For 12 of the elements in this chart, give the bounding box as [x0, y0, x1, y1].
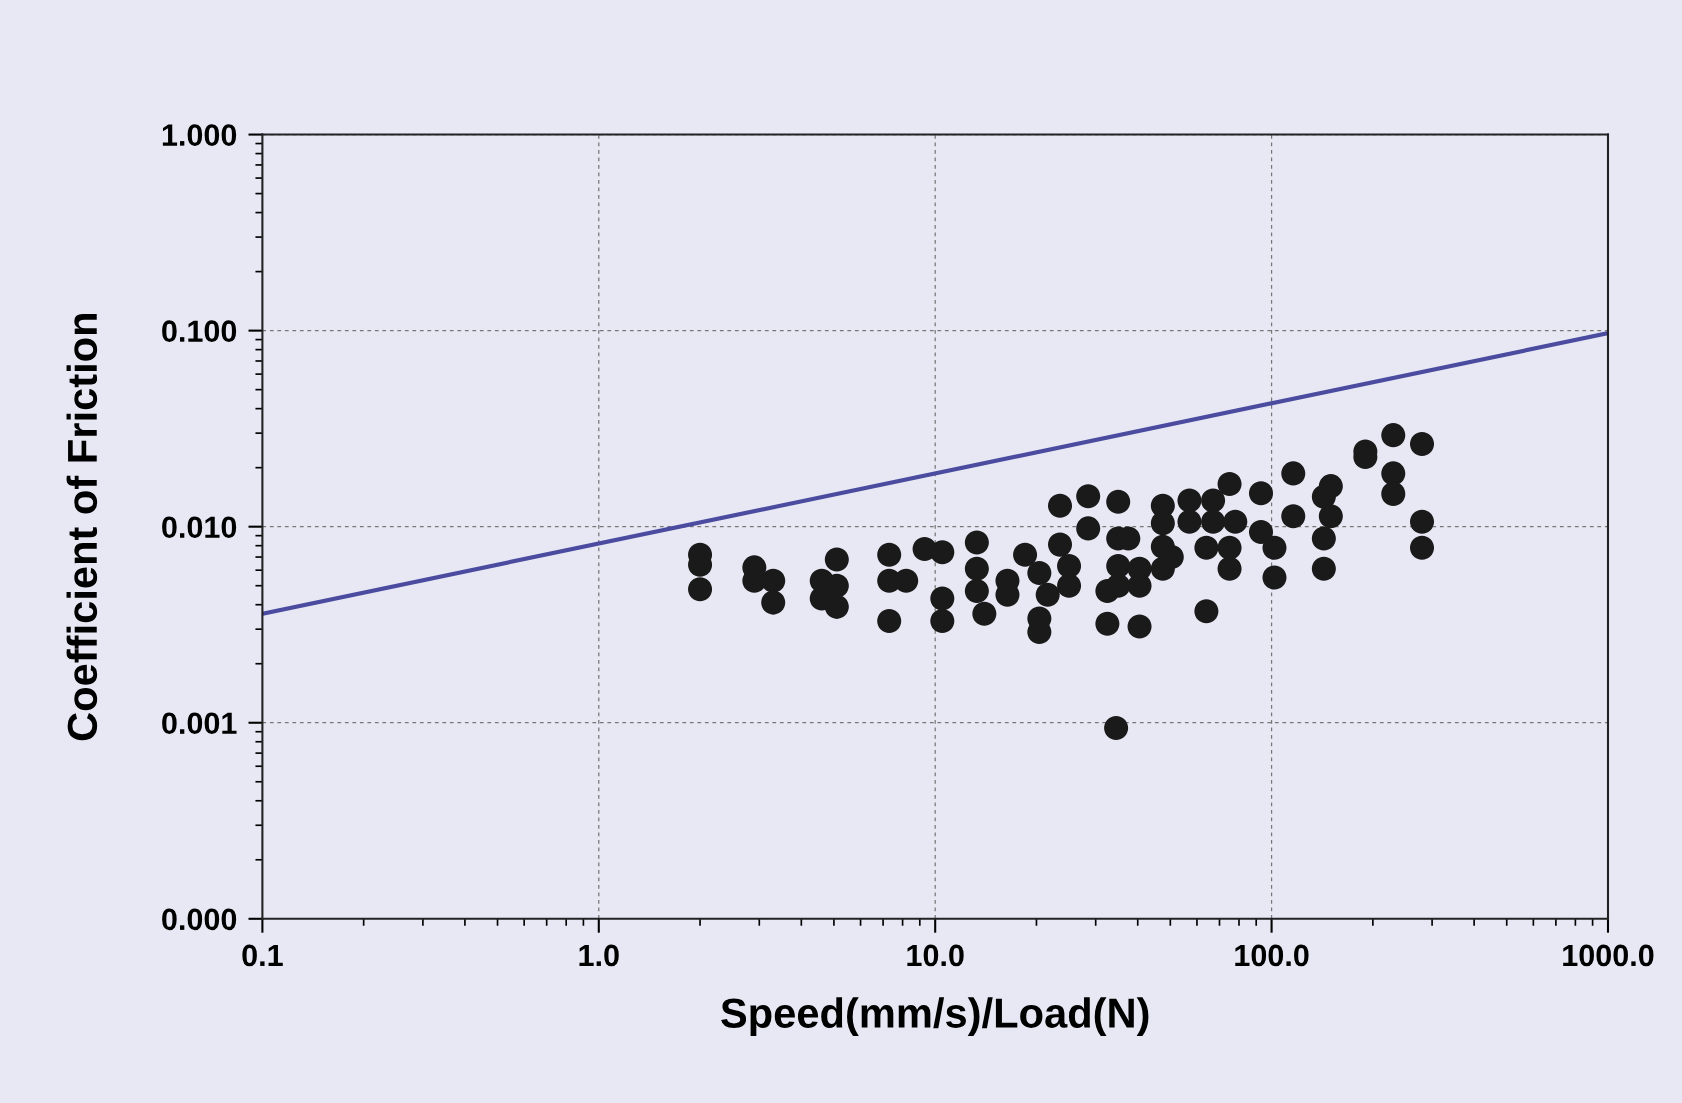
y-tick-label: 0.000: [162, 908, 237, 931]
x-tick-label: 1000.0: [1563, 944, 1654, 967]
x-tick-label: 10.0: [907, 944, 964, 967]
y-tick-label: 0.100: [162, 320, 237, 342]
y-tick-label: 0.001: [162, 712, 237, 735]
y-tick-label: 0.010: [162, 516, 237, 539]
y-tick-label: 1.000: [162, 124, 237, 146]
x-tick-label: 100.0: [1235, 944, 1309, 967]
x-tick-label: 0.1: [242, 944, 283, 967]
y-axis-title: Coefficient of Friction: [66, 313, 98, 741]
x-axis-title: Speed(mm/s)/Load(N): [721, 997, 1149, 1037]
x-tick-label: 1.0: [579, 944, 619, 967]
